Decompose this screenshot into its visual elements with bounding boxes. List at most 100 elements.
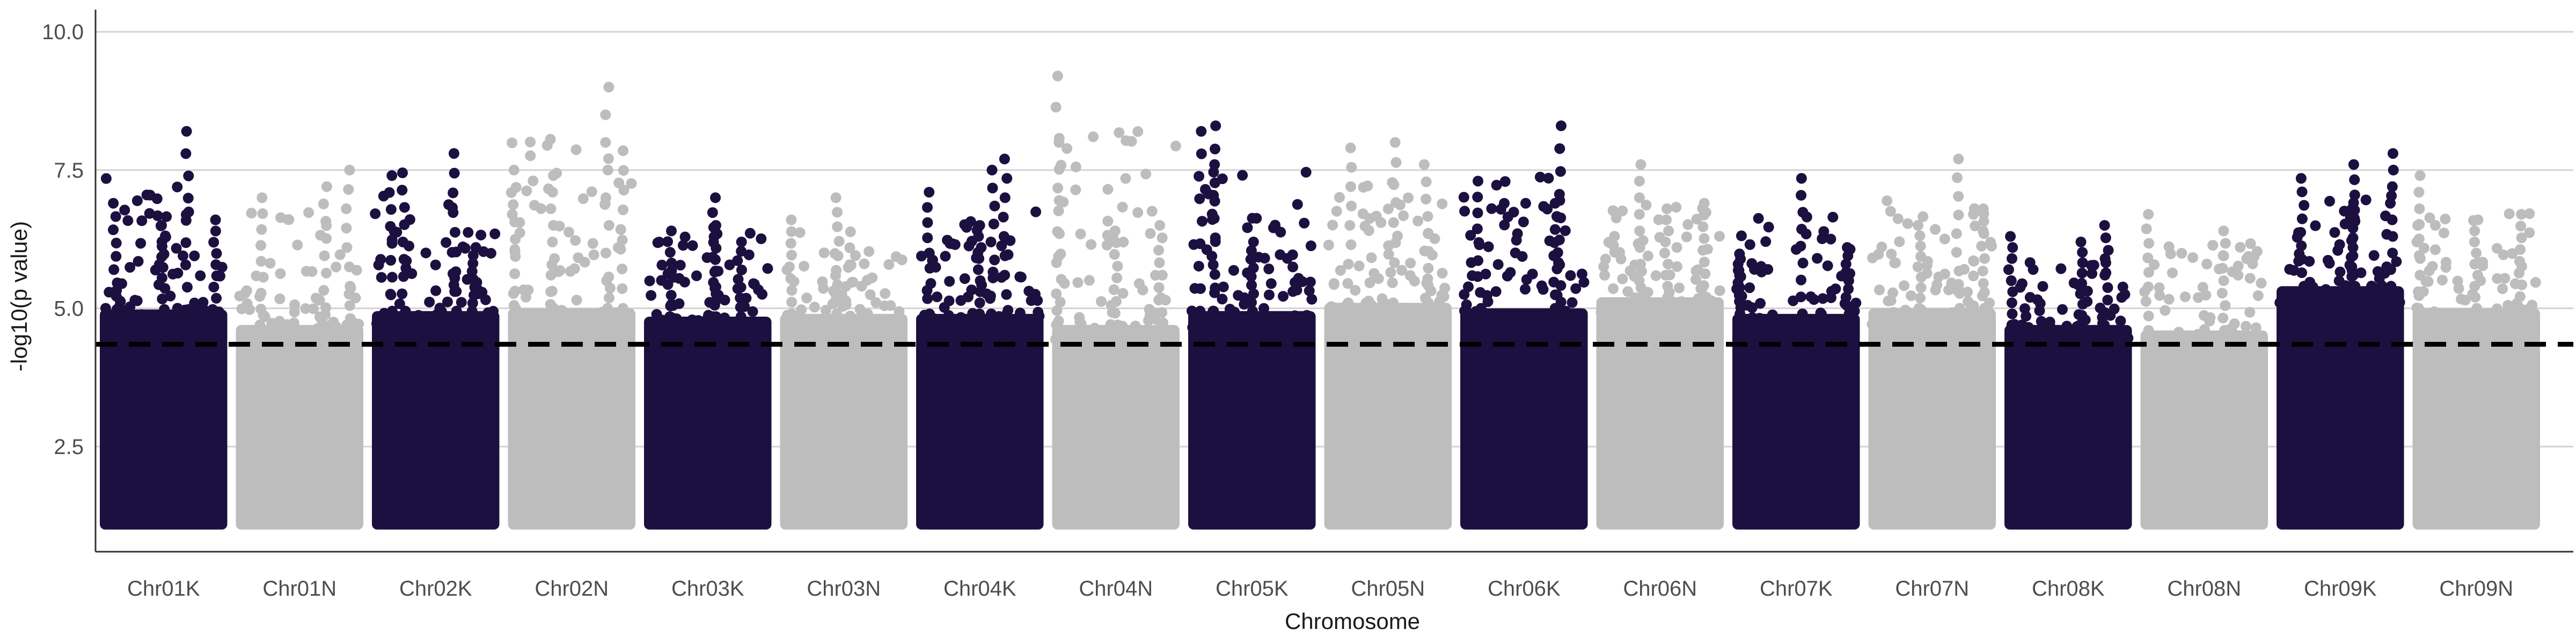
peak-point xyxy=(986,164,998,175)
snp-point xyxy=(1144,304,1155,315)
snp-point xyxy=(314,295,325,306)
peak-point xyxy=(974,253,985,264)
peak-point xyxy=(1155,319,1166,331)
snp-point xyxy=(1461,299,1472,310)
snp-point xyxy=(579,257,590,268)
snp-point xyxy=(1438,291,1450,302)
snp-point xyxy=(1282,253,1293,264)
peak-point xyxy=(2143,238,2155,249)
snp-point xyxy=(1598,261,1609,272)
peak-point xyxy=(2469,281,2480,292)
peak-point xyxy=(1343,259,1354,270)
dense-points-chr03n xyxy=(780,313,908,530)
snp-point xyxy=(1805,291,1817,302)
snp-point xyxy=(289,299,301,310)
snp-point xyxy=(303,207,314,218)
snp-point xyxy=(2360,194,2372,206)
peak-point xyxy=(2413,187,2425,198)
snp-point xyxy=(1968,270,1979,282)
snp-point xyxy=(860,310,871,321)
snp-point xyxy=(1483,241,1494,252)
snp-point xyxy=(1499,219,1510,231)
peak-point xyxy=(1978,203,1989,215)
snp-point xyxy=(236,303,247,314)
snp-point xyxy=(990,324,1001,335)
snp-point xyxy=(1492,259,1504,270)
snp-point xyxy=(2418,243,2429,254)
x-tick-chr05n: Chr05N xyxy=(1351,577,1425,601)
snp-point xyxy=(1224,304,1235,315)
snp-point xyxy=(1140,169,1152,180)
peak-point xyxy=(2006,253,2017,264)
peak-point xyxy=(398,254,409,265)
peak-point xyxy=(448,187,459,199)
peak-point xyxy=(182,193,194,204)
peak-point xyxy=(1418,159,1430,170)
peak-point xyxy=(1248,262,1259,274)
peak-point xyxy=(736,265,747,276)
peak-point xyxy=(602,303,613,314)
peak-point xyxy=(975,275,986,286)
peak-point xyxy=(986,308,997,319)
peak-point xyxy=(1698,280,1709,291)
snp-point xyxy=(2200,289,2212,301)
snp-point xyxy=(2163,294,2175,305)
peak-point xyxy=(321,233,332,244)
peak-point xyxy=(709,266,720,277)
peak-point xyxy=(111,251,122,262)
chromosome-chr06n xyxy=(1596,159,1725,530)
peak-point xyxy=(341,223,352,234)
snp-point xyxy=(1357,208,1368,219)
snp-point xyxy=(870,297,882,308)
chromosome-chr04n xyxy=(1050,70,1181,530)
snp-point xyxy=(2438,228,2449,239)
peak-point xyxy=(2469,225,2480,237)
peak-point xyxy=(2299,200,2310,211)
snp-point xyxy=(1292,199,1303,210)
peak-point xyxy=(998,231,1009,242)
snp-point xyxy=(1490,286,1502,297)
peak-point xyxy=(972,264,984,275)
peak-point xyxy=(2296,240,2307,251)
peak-point xyxy=(831,265,842,276)
snp-point xyxy=(2016,319,2028,331)
peak-point xyxy=(1157,307,1168,318)
snp-point xyxy=(747,306,758,317)
snp-point xyxy=(1817,293,1828,304)
snp-point xyxy=(749,279,760,290)
snp-point xyxy=(2491,243,2502,254)
snp-point xyxy=(1939,233,1950,245)
snp-point xyxy=(2391,256,2402,267)
peak-point xyxy=(2514,255,2525,267)
peak-point xyxy=(398,271,409,282)
peak-point xyxy=(786,250,797,261)
snp-point xyxy=(1576,268,1587,280)
snp-point xyxy=(246,208,257,219)
snp-point xyxy=(551,318,562,329)
peak-point xyxy=(397,236,408,247)
peak-point xyxy=(1553,303,1564,314)
snp-point xyxy=(2429,244,2441,255)
snp-point xyxy=(940,251,951,262)
peak-point xyxy=(1157,269,1168,281)
peak-point xyxy=(2387,231,2398,242)
peak-point xyxy=(1345,239,1357,251)
peak-point xyxy=(1343,297,1354,309)
peak-point xyxy=(1001,173,1013,184)
snp-point xyxy=(1237,170,1248,181)
peak-point xyxy=(1390,237,1401,248)
snp-point xyxy=(1333,314,1344,325)
snp-point xyxy=(1383,248,1394,260)
peak-point xyxy=(2218,275,2229,286)
snp-point xyxy=(966,284,977,296)
snp-point xyxy=(536,203,547,214)
snp-point xyxy=(1518,216,1529,228)
peak-point xyxy=(2076,267,2088,279)
snp-point xyxy=(660,324,671,335)
peak-point xyxy=(1701,291,1712,303)
snp-point xyxy=(463,227,474,238)
snp-point xyxy=(2154,290,2165,301)
snp-point xyxy=(1931,279,1943,290)
peak-point xyxy=(666,258,677,269)
snp-point xyxy=(265,258,276,269)
